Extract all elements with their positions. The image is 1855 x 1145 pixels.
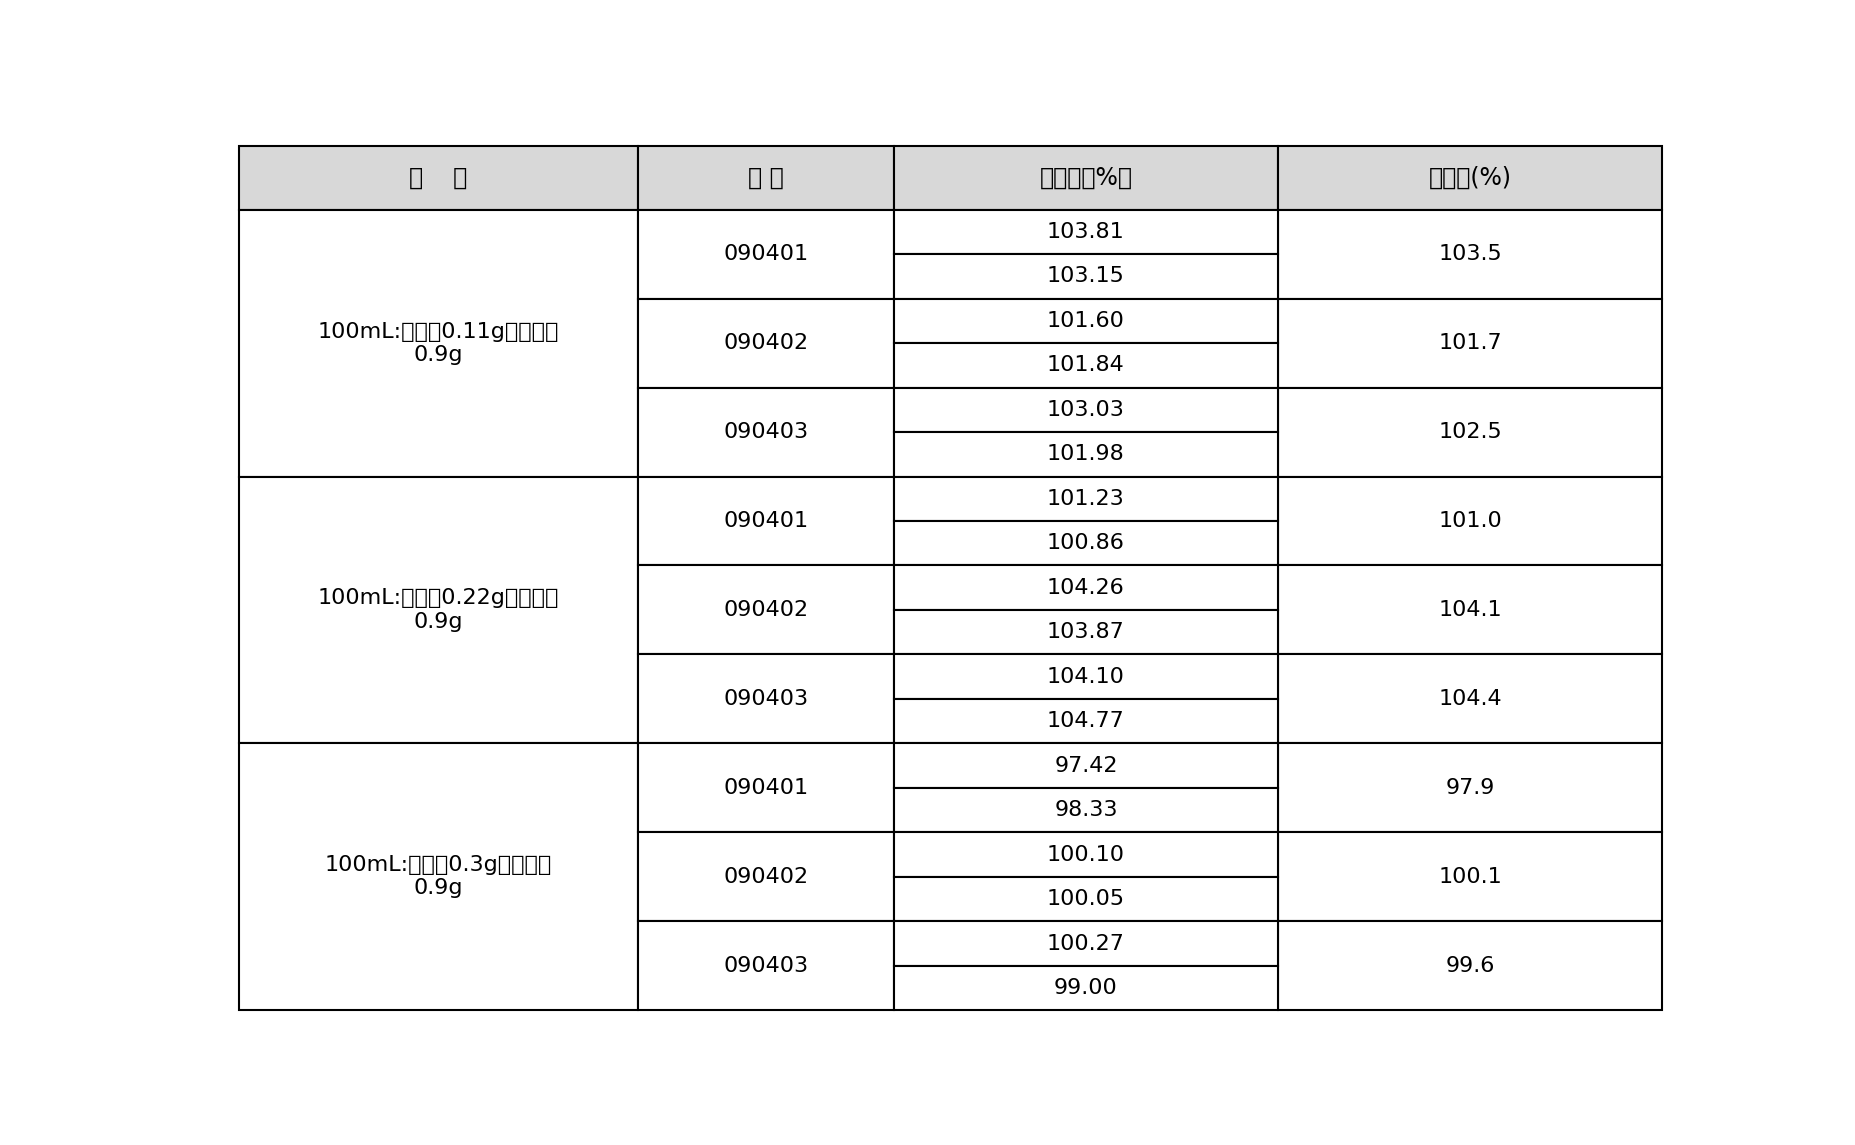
Bar: [1278, 922, 1662, 1010]
Bar: [1278, 476, 1662, 566]
Bar: [894, 476, 1278, 521]
Bar: [638, 147, 894, 210]
Bar: [894, 698, 1278, 743]
Text: 104.10: 104.10: [1046, 666, 1124, 687]
Text: 090402: 090402: [723, 867, 809, 887]
Text: 103.81: 103.81: [1046, 222, 1124, 242]
Text: 98.33: 98.33: [1054, 800, 1119, 820]
Bar: [638, 210, 894, 299]
Bar: [638, 743, 894, 832]
Bar: [239, 476, 638, 743]
Bar: [894, 432, 1278, 476]
Text: 100.27: 100.27: [1046, 933, 1124, 954]
Bar: [1278, 210, 1662, 299]
Text: 100mL:氯化钾0.22g与氯化钠
0.9g: 100mL:氯化钾0.22g与氯化钠 0.9g: [317, 589, 558, 632]
Text: 100.05: 100.05: [1046, 889, 1124, 909]
Text: 100.10: 100.10: [1046, 845, 1124, 864]
Text: 103.15: 103.15: [1046, 267, 1124, 286]
Text: 测定值（%）: 测定值（%）: [1039, 166, 1132, 190]
Bar: [894, 344, 1278, 388]
Text: 101.23: 101.23: [1046, 489, 1124, 508]
Bar: [638, 476, 894, 566]
Text: 100mL:氯化钾0.3g与氯化钠
0.9g: 100mL:氯化钾0.3g与氯化钠 0.9g: [325, 855, 553, 899]
Bar: [894, 521, 1278, 566]
Text: 97.9: 97.9: [1445, 777, 1495, 798]
Text: 101.84: 101.84: [1046, 355, 1124, 376]
Bar: [894, 147, 1278, 210]
Bar: [1278, 566, 1662, 655]
Text: 100.86: 100.86: [1046, 534, 1124, 553]
Bar: [638, 832, 894, 922]
Text: 101.0: 101.0: [1438, 511, 1503, 531]
Bar: [894, 610, 1278, 655]
Bar: [894, 388, 1278, 432]
Text: 090401: 090401: [723, 511, 809, 531]
Bar: [1278, 388, 1662, 476]
Bar: [638, 566, 894, 655]
Bar: [894, 210, 1278, 254]
Text: 104.26: 104.26: [1046, 578, 1124, 598]
Text: 104.4: 104.4: [1438, 689, 1503, 709]
Bar: [1278, 832, 1662, 922]
Text: 规    格: 规 格: [410, 166, 467, 190]
Bar: [239, 147, 638, 210]
Bar: [894, 922, 1278, 965]
Bar: [894, 877, 1278, 922]
Text: 090402: 090402: [723, 600, 809, 619]
Bar: [638, 655, 894, 743]
Bar: [1278, 299, 1662, 388]
Text: 090402: 090402: [723, 333, 809, 353]
Bar: [239, 210, 638, 476]
Text: 99.00: 99.00: [1054, 978, 1119, 998]
Text: 104.77: 104.77: [1046, 711, 1124, 732]
Text: 101.7: 101.7: [1438, 333, 1503, 353]
Text: 103.5: 103.5: [1438, 244, 1503, 264]
Bar: [638, 922, 894, 1010]
Bar: [894, 965, 1278, 1010]
Text: 101.60: 101.60: [1046, 311, 1124, 331]
Bar: [1278, 655, 1662, 743]
Text: 090403: 090403: [723, 956, 809, 976]
Bar: [894, 254, 1278, 299]
Bar: [894, 655, 1278, 698]
Text: 103.03: 103.03: [1046, 400, 1124, 420]
Text: 100.1: 100.1: [1438, 867, 1503, 887]
Text: 103.87: 103.87: [1046, 622, 1124, 642]
Bar: [239, 743, 638, 1010]
Text: 97.42: 97.42: [1054, 756, 1119, 775]
Text: 090403: 090403: [723, 689, 809, 709]
Text: 104.1: 104.1: [1438, 600, 1503, 619]
Bar: [894, 832, 1278, 877]
Bar: [638, 388, 894, 476]
Text: 100mL:氯化钾0.11g与氯化钠
0.9g: 100mL:氯化钾0.11g与氯化钠 0.9g: [317, 322, 558, 365]
Bar: [894, 788, 1278, 832]
Text: 090403: 090403: [723, 423, 809, 442]
Text: 101.98: 101.98: [1046, 444, 1124, 465]
Text: 090401: 090401: [723, 777, 809, 798]
Text: 批 号: 批 号: [748, 166, 783, 190]
Bar: [894, 566, 1278, 610]
Bar: [894, 299, 1278, 344]
Text: 090401: 090401: [723, 244, 809, 264]
Bar: [894, 743, 1278, 788]
Bar: [1278, 743, 1662, 832]
Bar: [1278, 147, 1662, 210]
Text: 平均值(%): 平均值(%): [1428, 166, 1512, 190]
Bar: [638, 299, 894, 388]
Text: 102.5: 102.5: [1438, 423, 1503, 442]
Text: 99.6: 99.6: [1445, 956, 1495, 976]
